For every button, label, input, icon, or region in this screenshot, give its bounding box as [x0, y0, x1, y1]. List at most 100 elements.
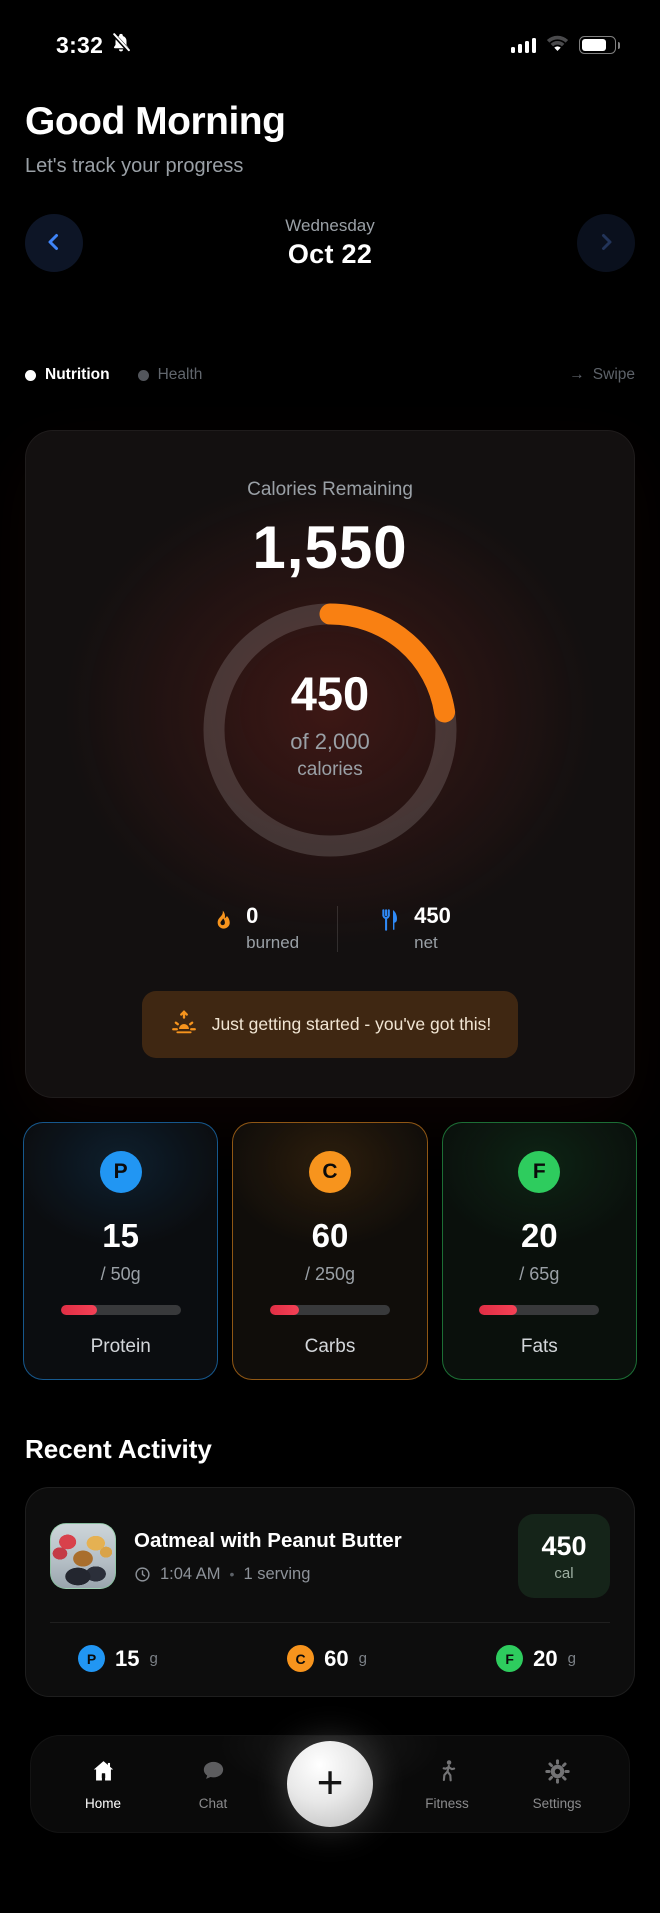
activity-protein-unit: g — [149, 1650, 158, 1667]
add-entry-button[interactable]: + — [287, 1741, 373, 1827]
date-label: Oct 22 — [287, 239, 373, 269]
status-time: 3:32 — [56, 31, 104, 58]
carbs-badge-icon: C — [287, 1645, 315, 1672]
swipe-hint: → Swipe — [569, 366, 635, 384]
protein-card[interactable]: P 15 / 50g Protein — [23, 1122, 219, 1380]
food-time: 1:04 AM — [160, 1564, 221, 1583]
carbs-icon: C — [308, 1151, 351, 1193]
header: Good Morning Let's track your progress — [0, 100, 660, 178]
activity-protein: P 15 g — [78, 1645, 158, 1672]
calories-unit-label: calories — [297, 758, 363, 780]
chevron-left-icon — [42, 230, 66, 257]
page-title: Good Morning — [25, 100, 286, 143]
notifications-muted-icon — [110, 32, 132, 59]
nav-fitness[interactable]: Fitness — [411, 1758, 483, 1811]
status-bar: 3:32 — [0, 0, 660, 62]
burned-stat: 0 burned — [209, 903, 300, 953]
calories-progress-ring: 450 of 2,000 calories — [198, 598, 462, 862]
sunrise-icon — [169, 1008, 199, 1041]
battery-icon — [579, 36, 620, 54]
nav-settings[interactable]: Settings — [521, 1758, 593, 1811]
tab-nutrition-label: Nutrition — [45, 366, 110, 383]
fats-progress-bar — [479, 1305, 600, 1315]
activity-fats-value: 20 — [533, 1645, 558, 1671]
activity-macros-row: P 15 g C 60 g F 20 g — [50, 1645, 610, 1672]
food-calories-unit: cal — [554, 1564, 574, 1582]
plus-icon: + — [316, 1756, 344, 1808]
carbs-progress-bar — [269, 1305, 390, 1315]
nav-home-label: Home — [84, 1795, 121, 1811]
nav-settings-label: Settings — [532, 1795, 582, 1811]
wifi-icon — [545, 34, 570, 57]
carbs-label: Carbs — [304, 1336, 356, 1357]
nav-home[interactable]: Home — [67, 1758, 139, 1811]
net-stat: 450 net — [376, 903, 451, 953]
cellular-signal-icon — [510, 37, 536, 53]
flame-icon — [209, 908, 234, 938]
nav-chat-label: Chat — [198, 1795, 228, 1811]
activity-carbs-unit: g — [358, 1650, 367, 1667]
next-day-button[interactable] — [577, 214, 635, 272]
fork-knife-icon — [376, 907, 402, 938]
fats-icon: F — [518, 1151, 561, 1193]
protein-value: 15 — [102, 1217, 140, 1254]
protein-label: Protein — [90, 1336, 151, 1357]
activity-fats: F 20 g — [496, 1645, 576, 1672]
nav-chat[interactable]: Chat — [177, 1758, 249, 1811]
clock-icon — [134, 1566, 151, 1583]
calories-stats-row: 0 burned 450 — [209, 903, 451, 953]
net-value: 450 — [414, 903, 451, 928]
recent-activity-title: Recent Activity — [25, 1434, 212, 1464]
view-tabs: Nutrition Health → Swipe — [25, 366, 635, 384]
inactive-dot-icon — [137, 369, 149, 381]
active-dot-icon — [25, 369, 36, 381]
previous-day-button[interactable] — [25, 214, 83, 272]
nav-fitness-label: Fitness — [425, 1795, 469, 1811]
food-photo — [50, 1523, 116, 1589]
food-name: Oatmeal with Peanut Butter — [134, 1528, 402, 1552]
tab-nutrition[interactable]: Nutrition — [25, 366, 110, 384]
gear-icon — [544, 1758, 571, 1788]
meta-separator: • — [229, 1566, 235, 1582]
activity-card[interactable]: Oatmeal with Peanut Butter 1:04 AM • 1 s… — [25, 1487, 635, 1697]
motivation-text: Just getting started - you've got this! — [211, 1014, 492, 1035]
fats-card[interactable]: F 20 / 65g Fats — [441, 1122, 637, 1380]
activity-divider — [50, 1622, 610, 1623]
tab-health[interactable]: Health — [137, 366, 203, 384]
protein-badge-icon: P — [78, 1645, 105, 1672]
fats-goal: / 65g — [519, 1264, 560, 1284]
activity-protein-value: 15 — [115, 1645, 140, 1671]
walking-person-icon — [434, 1758, 461, 1788]
protein-progress-bar — [60, 1305, 181, 1315]
weekday-label: Wednesday — [285, 216, 375, 235]
carbs-card[interactable]: C 60 / 250g Carbs — [232, 1122, 428, 1380]
food-calories-badge: 450 cal — [518, 1514, 610, 1598]
current-date: Wednesday Oct 22 — [285, 216, 374, 270]
carbs-goal: / 250g — [304, 1264, 356, 1284]
activity-carbs-value: 60 — [324, 1645, 349, 1671]
carbs-value: 60 — [311, 1217, 349, 1254]
chat-icon — [200, 1758, 227, 1788]
motivation-banner: Just getting started - you've got this! — [141, 991, 519, 1059]
home-icon — [90, 1758, 117, 1788]
fats-label: Fats — [520, 1336, 558, 1357]
fats-badge-icon: F — [496, 1645, 524, 1672]
burned-value: 0 — [246, 903, 259, 928]
fats-value: 20 — [520, 1217, 558, 1254]
burned-label: burned — [246, 933, 300, 953]
calories-consumed-value: 450 — [290, 666, 370, 720]
chevron-right-icon — [594, 230, 618, 257]
food-calories-value: 450 — [541, 1530, 587, 1561]
calories-card-title: Calories Remaining — [247, 479, 413, 500]
calories-remaining-value: 1,550 — [252, 514, 408, 581]
tab-health-label: Health — [157, 366, 203, 383]
food-serving: 1 serving — [243, 1564, 311, 1583]
protein-goal: / 50g — [100, 1264, 141, 1284]
activity-fats-unit: g — [567, 1650, 576, 1667]
stats-divider — [337, 905, 339, 952]
macros-row: P 15 / 50g Protein C 60 / 250g Carbs F 2… — [23, 1122, 637, 1380]
arrow-right-icon: → — [569, 366, 585, 383]
activity-carbs: C 60 g — [287, 1645, 367, 1672]
calories-card: Calories Remaining 1,550 450 of 2,000 ca… — [25, 430, 635, 1098]
